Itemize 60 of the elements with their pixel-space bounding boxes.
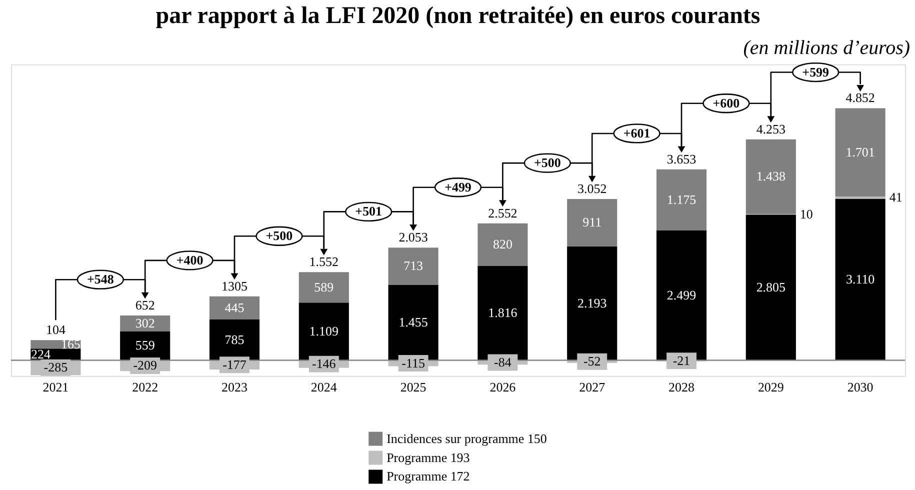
annotation: +499 bbox=[444, 179, 472, 194]
x-tick-label: 2029 bbox=[758, 379, 784, 394]
data-label: 1.175 bbox=[666, 192, 696, 207]
total-label: 4.253 bbox=[756, 121, 786, 136]
x-tick-label: 2024 bbox=[310, 379, 338, 394]
data-label: 302 bbox=[135, 315, 155, 330]
data-label: -285 bbox=[44, 360, 68, 375]
data-label: 785 bbox=[224, 332, 244, 347]
data-label: 1.109 bbox=[309, 323, 338, 338]
total-label: 104 bbox=[46, 322, 66, 338]
annotation: +599 bbox=[802, 64, 830, 80]
x-tick-label: 2022 bbox=[132, 379, 158, 394]
data-label: 2.499 bbox=[666, 287, 696, 302]
data-label: -84 bbox=[494, 354, 512, 370]
data-label: 224 bbox=[30, 346, 51, 362]
data-label: 559 bbox=[135, 338, 155, 353]
x-tick-label: 2027 bbox=[579, 379, 606, 394]
data-label: -21 bbox=[672, 352, 690, 368]
annotation: +601 bbox=[623, 125, 650, 140]
data-label: 1.701 bbox=[846, 144, 875, 160]
data-label: 2.805 bbox=[756, 279, 786, 294]
annotation: +400 bbox=[176, 252, 204, 268]
legend-label: Programme 193 bbox=[386, 450, 470, 465]
annotation: +548 bbox=[86, 272, 114, 287]
x-tick-label: 2025 bbox=[400, 379, 426, 394]
data-label: 165 bbox=[60, 336, 80, 352]
data-label: 1.455 bbox=[398, 314, 428, 330]
annotation: +600 bbox=[712, 95, 740, 110]
data-label: 713 bbox=[404, 258, 424, 274]
x-tick-label: 2028 bbox=[668, 379, 694, 394]
total-label: 3.653 bbox=[666, 151, 696, 166]
total-label: 4.852 bbox=[846, 90, 875, 106]
total-label: 652 bbox=[135, 298, 155, 313]
data-label: 1.438 bbox=[756, 168, 786, 184]
data-label: 10 bbox=[800, 206, 813, 222]
chart-subtitle: (en millions d’euros) bbox=[743, 37, 910, 60]
data-label: 3.110 bbox=[846, 271, 875, 286]
annotation: 1305 bbox=[222, 278, 248, 294]
data-label: 2.193 bbox=[578, 295, 607, 310]
x-tick-label: 2026 bbox=[490, 379, 516, 394]
annotation: +501 bbox=[355, 204, 382, 219]
legend-label: Programme 172 bbox=[386, 468, 470, 484]
data-label: 445 bbox=[224, 300, 244, 315]
total-label: 3.052 bbox=[578, 181, 607, 196]
annotation: +500 bbox=[266, 228, 293, 244]
data-label: 41 bbox=[889, 190, 902, 205]
total-label: 2.552 bbox=[488, 205, 518, 220]
x-tick-label: 2021 bbox=[42, 379, 69, 394]
x-tick-label: 2023 bbox=[222, 379, 248, 394]
legend-label: Incidences sur programme 150 bbox=[386, 430, 547, 446]
annotation: +500 bbox=[534, 155, 561, 170]
data-label: -52 bbox=[583, 354, 601, 369]
chart-title: par rapport à la LFI 2020 (non retraitée) en euros courants bbox=[156, 3, 760, 30]
total-label: 2.053 bbox=[398, 230, 428, 245]
data-label: 911 bbox=[582, 214, 602, 230]
x-tick-label: 2030 bbox=[847, 379, 874, 394]
data-label: 820 bbox=[492, 236, 512, 252]
total-label: 1.552 bbox=[309, 254, 338, 270]
data-label: 1.816 bbox=[488, 305, 518, 320]
data-label: 589 bbox=[314, 279, 334, 294]
